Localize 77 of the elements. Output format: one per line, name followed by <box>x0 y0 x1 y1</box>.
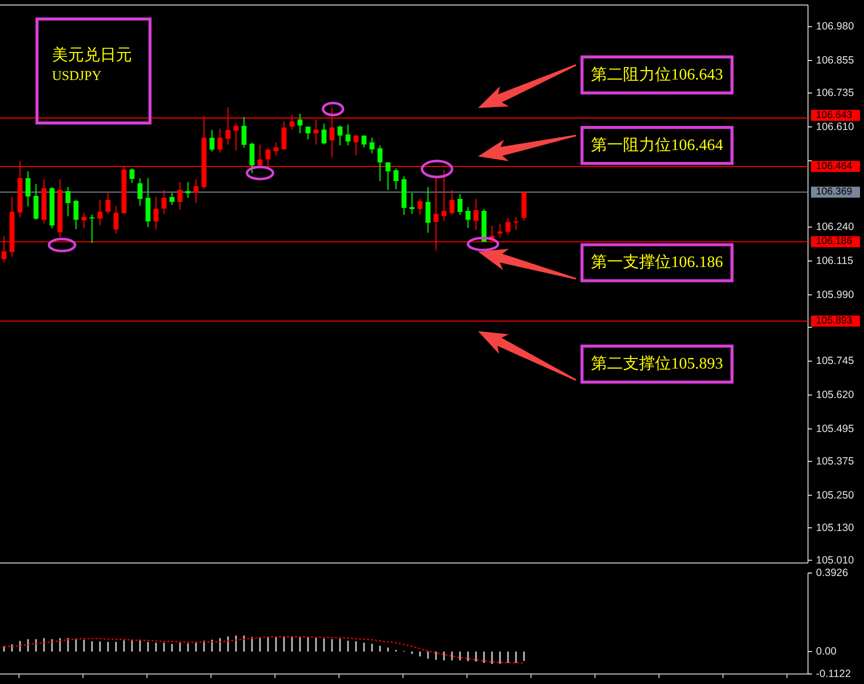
y-tick-label: 105.130 <box>816 522 854 534</box>
candlestick <box>370 136 374 154</box>
ref-line-label: 106.464 <box>816 160 853 172</box>
candlestick <box>106 190 110 214</box>
candlestick <box>458 194 462 216</box>
text: USDJPY <box>52 68 102 83</box>
y-tick-label: 105.375 <box>816 455 854 468</box>
candlestick <box>514 216 518 230</box>
candlestick <box>274 142 278 156</box>
y-tick-label: 106.610 <box>816 120 854 133</box>
candlestick <box>378 144 382 182</box>
y-tick-label: 106.735 <box>816 87 854 100</box>
candlestick <box>178 182 182 210</box>
candlestick <box>194 178 198 204</box>
candlestick <box>138 178 142 206</box>
y-tick-label: 106.240 <box>816 221 854 234</box>
candlestick <box>186 182 190 198</box>
y-tick-label: -0.1122 <box>816 668 851 680</box>
y-tick-label: 106.980 <box>816 20 854 33</box>
candlestick <box>498 223 502 238</box>
candlestick <box>282 120 286 150</box>
y-tick-label: 105.010 <box>816 554 854 566</box>
candlestick <box>394 168 398 190</box>
y-tick-label: 105.250 <box>816 489 854 502</box>
y-tick-label: 105.990 <box>816 288 854 301</box>
candlestick <box>242 116 246 148</box>
y-tick-label: 106.115 <box>816 254 854 267</box>
candlestick <box>162 190 166 214</box>
candlestick <box>154 196 158 230</box>
candlestick <box>346 124 350 146</box>
candlestick <box>362 135 366 148</box>
candlestick <box>450 190 454 216</box>
candlestick <box>250 142 254 174</box>
candlestick <box>442 169 446 222</box>
candlestick <box>234 122 238 151</box>
candlestick <box>130 168 134 184</box>
line-series <box>3 636 525 664</box>
candlestick <box>170 192 174 206</box>
y-tick-label: 105.495 <box>816 422 854 435</box>
candlestick <box>322 123 326 145</box>
candlestick <box>34 184 38 220</box>
candlestick <box>426 186 430 234</box>
candlestick <box>506 217 510 236</box>
candlestick <box>74 200 78 230</box>
y-tick-label: 106.855 <box>816 54 854 67</box>
candlestick <box>338 125 342 146</box>
candlestick <box>114 205 118 234</box>
candlestick <box>306 126 310 140</box>
y-tick-label: 105.620 <box>816 389 854 402</box>
y-tick-label: 0.00 <box>816 646 837 658</box>
ref-line-label: 105.893 <box>816 316 853 327</box>
annotation: 第一支撑位106.186 <box>591 253 723 272</box>
candlestick <box>466 206 470 228</box>
ref-line-label: 106.369 <box>816 186 853 198</box>
candlestick <box>98 200 102 226</box>
candlestick <box>354 134 358 156</box>
candlestick <box>66 186 70 217</box>
text: 美元兑日元 <box>52 46 132 64</box>
ref-line-label: 106.186 <box>816 236 853 248</box>
y-tick-label: 105.745 <box>816 355 854 368</box>
candlestick <box>386 162 390 191</box>
y-tick-label: 0.3926 <box>816 567 848 579</box>
candlestick <box>146 178 150 228</box>
candlestick <box>26 170 30 208</box>
candlestick <box>410 192 414 214</box>
candlestick <box>474 198 478 230</box>
ref-line-label: 106.643 <box>816 110 853 121</box>
annotation: 第二支撑位105.893 <box>591 354 723 373</box>
annotation: 第一阻力位106.464 <box>591 136 723 154</box>
candlestick <box>418 198 422 216</box>
candlestick <box>218 128 222 154</box>
candlestick <box>298 113 302 134</box>
candlestick <box>90 214 94 244</box>
candlestick <box>210 129 214 152</box>
annotation: 第二阻力位106.643 <box>591 65 723 84</box>
candlestick <box>258 144 262 168</box>
candlestick <box>82 212 86 229</box>
